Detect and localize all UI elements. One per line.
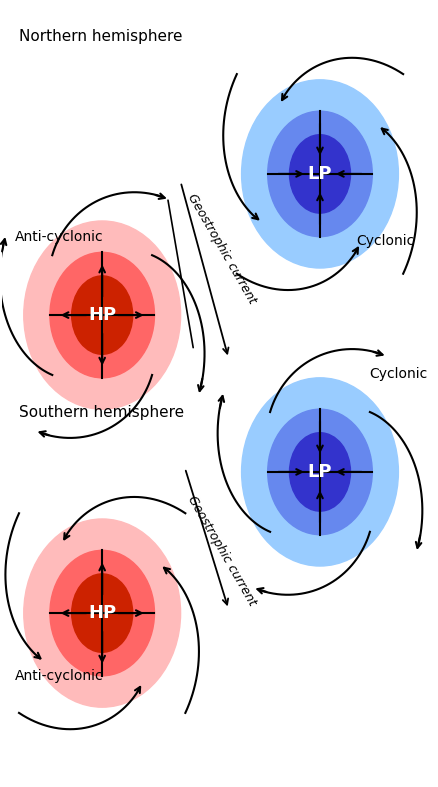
Ellipse shape (24, 519, 180, 708)
Text: Northern hemisphere: Northern hemisphere (19, 29, 183, 44)
Ellipse shape (50, 253, 154, 378)
Ellipse shape (267, 111, 371, 237)
Ellipse shape (289, 135, 350, 213)
Ellipse shape (241, 378, 398, 566)
Text: HP: HP (88, 306, 116, 324)
Text: HP: HP (88, 604, 116, 622)
Text: Southern hemisphere: Southern hemisphere (19, 405, 184, 420)
Ellipse shape (241, 79, 398, 268)
Ellipse shape (24, 221, 180, 409)
Ellipse shape (71, 276, 132, 354)
Text: Cyclonic: Cyclonic (368, 367, 427, 381)
Text: LP: LP (307, 165, 332, 183)
Text: Geostrophic current: Geostrophic current (185, 493, 258, 608)
Ellipse shape (267, 409, 371, 534)
Text: Anti-cyclonic: Anti-cyclonic (15, 230, 103, 244)
Text: Geostrophic current: Geostrophic current (185, 191, 258, 305)
Text: LP: LP (307, 463, 332, 481)
Ellipse shape (71, 574, 132, 652)
Text: Anti-cyclonic: Anti-cyclonic (15, 669, 103, 683)
Ellipse shape (289, 433, 350, 511)
Text: Cyclonic: Cyclonic (355, 234, 413, 248)
Ellipse shape (50, 550, 154, 676)
